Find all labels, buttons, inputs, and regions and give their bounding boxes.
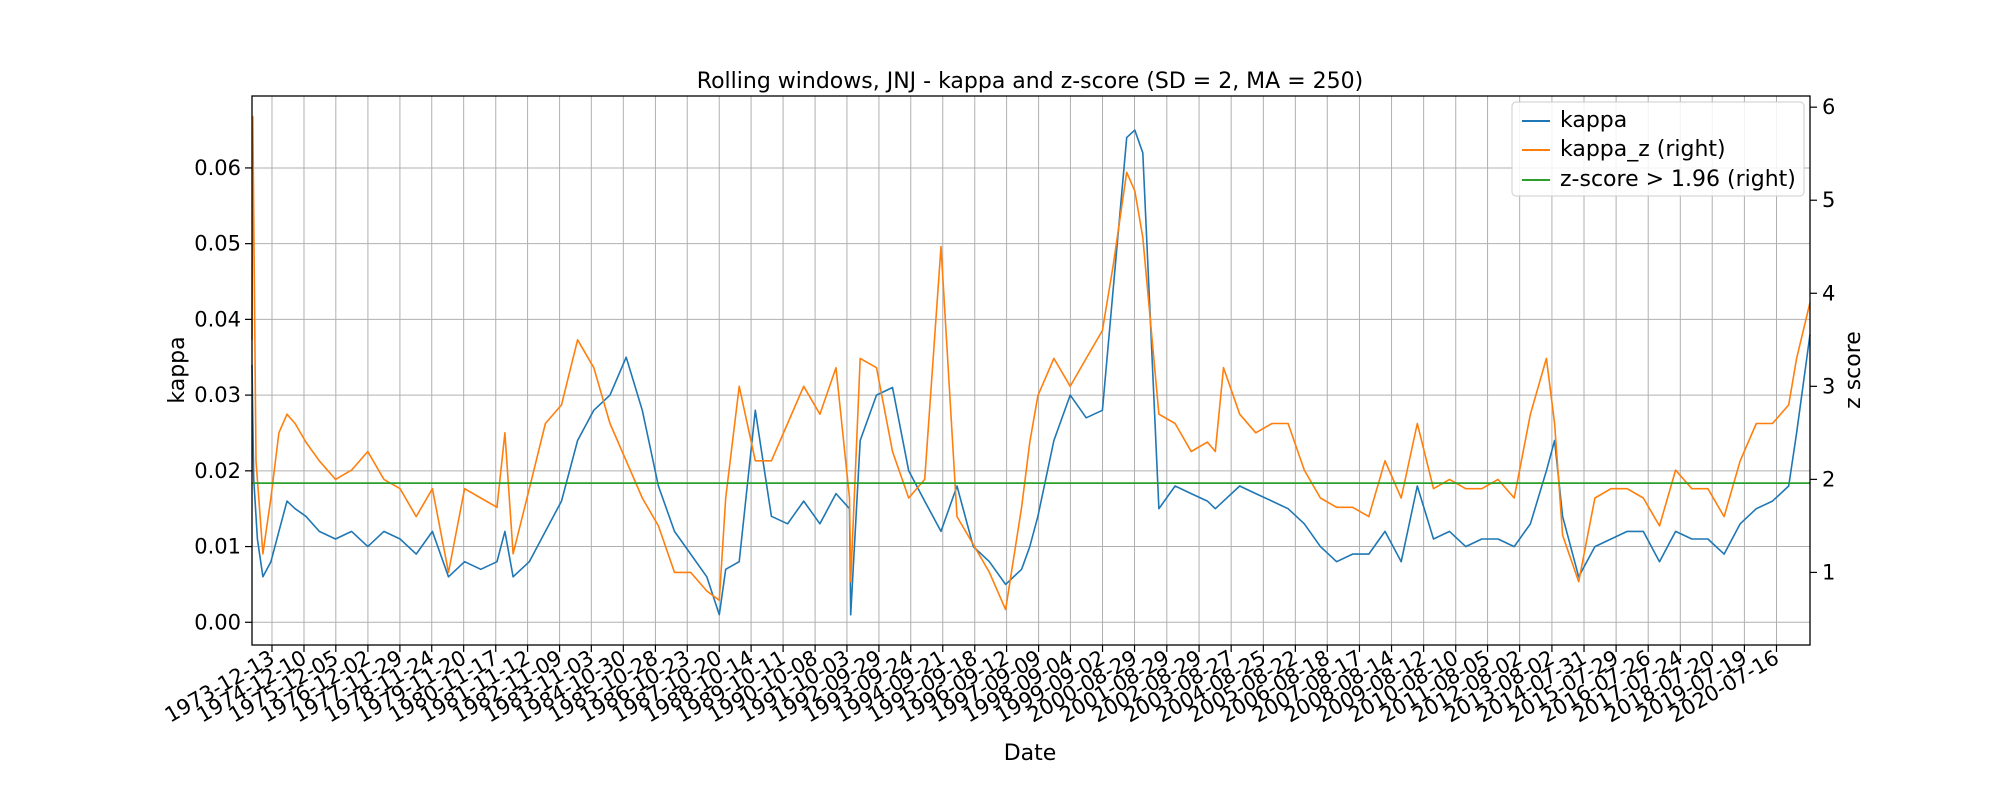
- y-tick-label: 0.05: [194, 232, 241, 256]
- right-axis-ticks: 1 2 3 4 5 6: [1810, 95, 1835, 584]
- y-right-axis-label: z score: [1841, 331, 1866, 409]
- y-tick-label: 0.03: [194, 383, 241, 407]
- y-right-tick-label: 3: [1822, 374, 1835, 398]
- grid-lines: [252, 96, 1810, 645]
- plot-series: [251, 115, 1811, 616]
- y-tick-label: 0.00: [194, 610, 241, 634]
- y-tick-label: 0.04: [194, 307, 241, 331]
- series-line-0: [251, 129, 1811, 616]
- y-tick-label: 0.02: [194, 459, 241, 483]
- legend-label-kappa-z: kappa_z (right): [1560, 137, 1726, 162]
- y-tick-label: 0.06: [194, 156, 241, 180]
- x-axis-label: Date: [1004, 741, 1057, 766]
- y-tick-label: 0.01: [194, 535, 241, 559]
- y-right-tick-label: 2: [1822, 467, 1835, 491]
- legend-label-kappa: kappa: [1560, 108, 1627, 133]
- y-right-tick-label: 1: [1822, 560, 1835, 584]
- chart-title: Rolling windows, JNJ - kappa and z-score…: [697, 69, 1363, 94]
- plot-frame: [251, 95, 1811, 646]
- legend: kappa kappa_z (right) z-score > 1.96 (ri…: [1511, 101, 1805, 197]
- x-axis-ticks: 1973-12-131974-12-101975-12-051976-12-02…: [161, 645, 1783, 727]
- y-right-tick-label: 6: [1822, 95, 1835, 119]
- legend-box: [1511, 101, 1805, 197]
- y-axis-label: kappa: [165, 336, 190, 403]
- y-right-tick-label: 4: [1822, 281, 1835, 305]
- legend-label-z-threshold: z-score > 1.96 (right): [1560, 167, 1796, 192]
- y-right-tick-label: 5: [1822, 188, 1835, 212]
- series-line-1: [251, 115, 1811, 611]
- left-axis-ticks: 0.00 0.01 0.02 0.03 0.04 0.05 0.06: [194, 156, 252, 634]
